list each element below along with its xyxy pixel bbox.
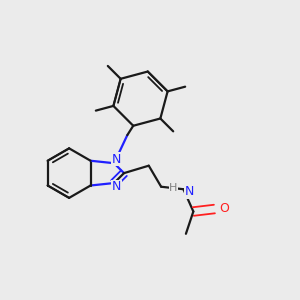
Text: N: N: [112, 153, 122, 166]
Text: H: H: [169, 183, 178, 193]
Text: O: O: [219, 202, 229, 214]
Text: N: N: [112, 181, 122, 194]
Text: N: N: [185, 185, 194, 198]
